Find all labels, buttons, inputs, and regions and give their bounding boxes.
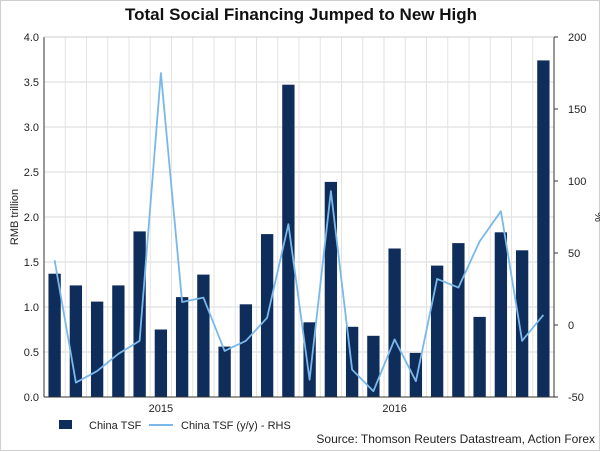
- y2-axis-title: %: [592, 212, 600, 222]
- y-tick-label: 1.5: [24, 257, 39, 269]
- bar: [495, 232, 507, 397]
- bar: [218, 347, 230, 397]
- legend-label-bar: China TSF: [89, 420, 142, 432]
- x-tick-label: 2015: [149, 403, 173, 415]
- legend-label-line: China TSF (y/y) - RHS: [181, 420, 291, 432]
- bar: [48, 274, 60, 397]
- x-tick-label: 2016: [382, 403, 406, 415]
- bar: [240, 304, 252, 397]
- bar: [473, 317, 485, 397]
- y2-tick-label: 0: [568, 320, 574, 332]
- y-tick-label: 2.5: [24, 167, 39, 179]
- y-tick-label: 3.0: [24, 122, 39, 134]
- y2-tick-label: 100: [568, 176, 586, 188]
- bar: [431, 266, 443, 397]
- bar: [197, 275, 209, 397]
- legend: China TSF China TSF (y/y) - RHS: [59, 420, 291, 432]
- source-note: Source: Thomson Reuters Datastream, Acti…: [316, 432, 595, 446]
- bar: [91, 302, 103, 397]
- y-axis-title: RMB trillion: [9, 189, 21, 245]
- y-tick-label: 2.0: [24, 212, 39, 224]
- bar: [325, 182, 337, 397]
- y2-tick-label: 200: [568, 32, 586, 44]
- y2-tick-label: -50: [568, 392, 584, 404]
- bar: [112, 285, 124, 397]
- y-tick-label: 3.5: [24, 77, 39, 89]
- bar: [452, 243, 464, 397]
- bar: [537, 60, 549, 397]
- y-tick-label: 1.0: [24, 302, 39, 314]
- bar: [133, 231, 145, 397]
- y-tick-label: 0.0: [24, 392, 39, 404]
- y-tick-label: 0.5: [24, 347, 39, 359]
- legend-swatch-bar: [59, 420, 72, 429]
- y2-tick-label: 150: [568, 104, 586, 116]
- bar: [155, 330, 167, 398]
- bar: [176, 297, 188, 397]
- y-tick-label: 4.0: [24, 32, 39, 44]
- bar: [516, 250, 528, 397]
- y2-tick-label: 50: [568, 248, 580, 260]
- bar: [388, 249, 400, 398]
